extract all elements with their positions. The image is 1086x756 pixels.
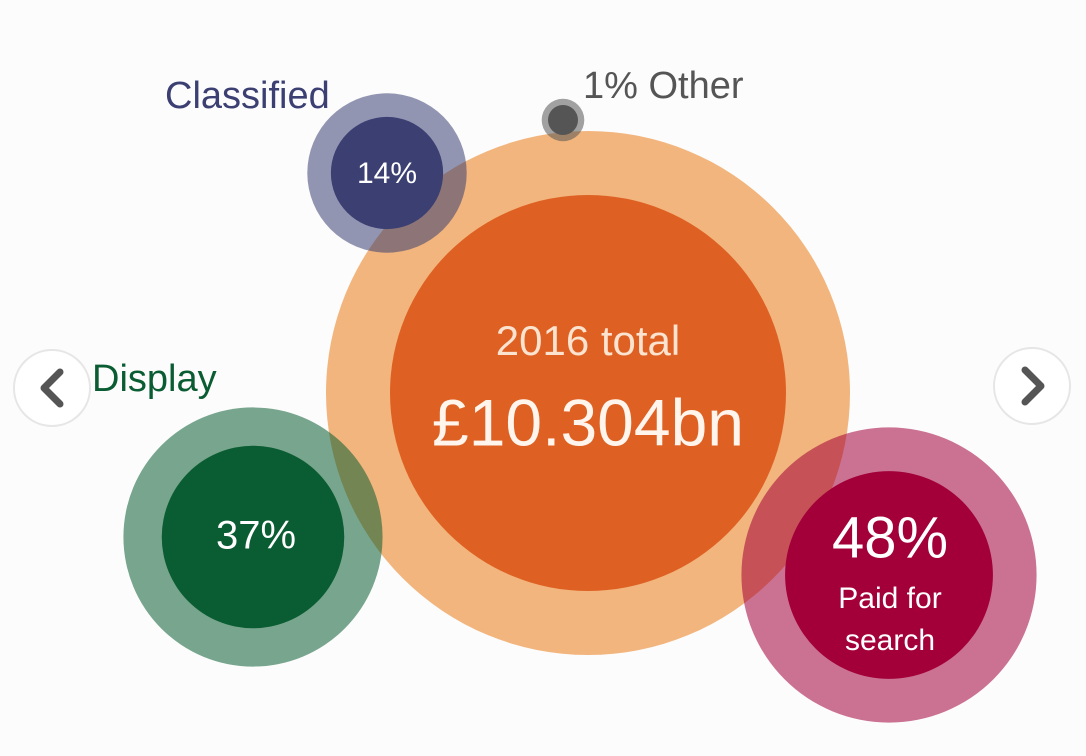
total-label: 2016 total: [496, 317, 681, 364]
value-label: 14%: [357, 157, 417, 190]
category-label: Classified: [165, 75, 330, 117]
bubble-inner: [330, 116, 444, 230]
other-label: 1% Other: [583, 65, 744, 107]
nav-next-icon[interactable]: [1021, 366, 1045, 406]
category-label: Paid for search: [838, 582, 942, 657]
total-value: £10.304bn: [432, 385, 744, 459]
category-label: Display: [92, 358, 217, 400]
value-label: 1%: [583, 65, 638, 107]
nav-prev[interactable]: [13, 349, 91, 427]
category-label: Other: [648, 65, 743, 107]
nav-next-button[interactable]: [993, 347, 1071, 425]
bubble-inner: [548, 105, 578, 135]
nav-next[interactable]: [993, 347, 1071, 425]
nav-prev-icon[interactable]: [40, 368, 64, 408]
value-label: 48%: [832, 505, 948, 570]
total-inner: [390, 195, 786, 591]
nav-prev-button[interactable]: [13, 349, 91, 427]
bubble-inner: [785, 471, 993, 679]
bubble-inner: [161, 445, 345, 629]
value-label: 37%: [216, 514, 296, 558]
category-label-box: Paid for search: [838, 582, 942, 657]
